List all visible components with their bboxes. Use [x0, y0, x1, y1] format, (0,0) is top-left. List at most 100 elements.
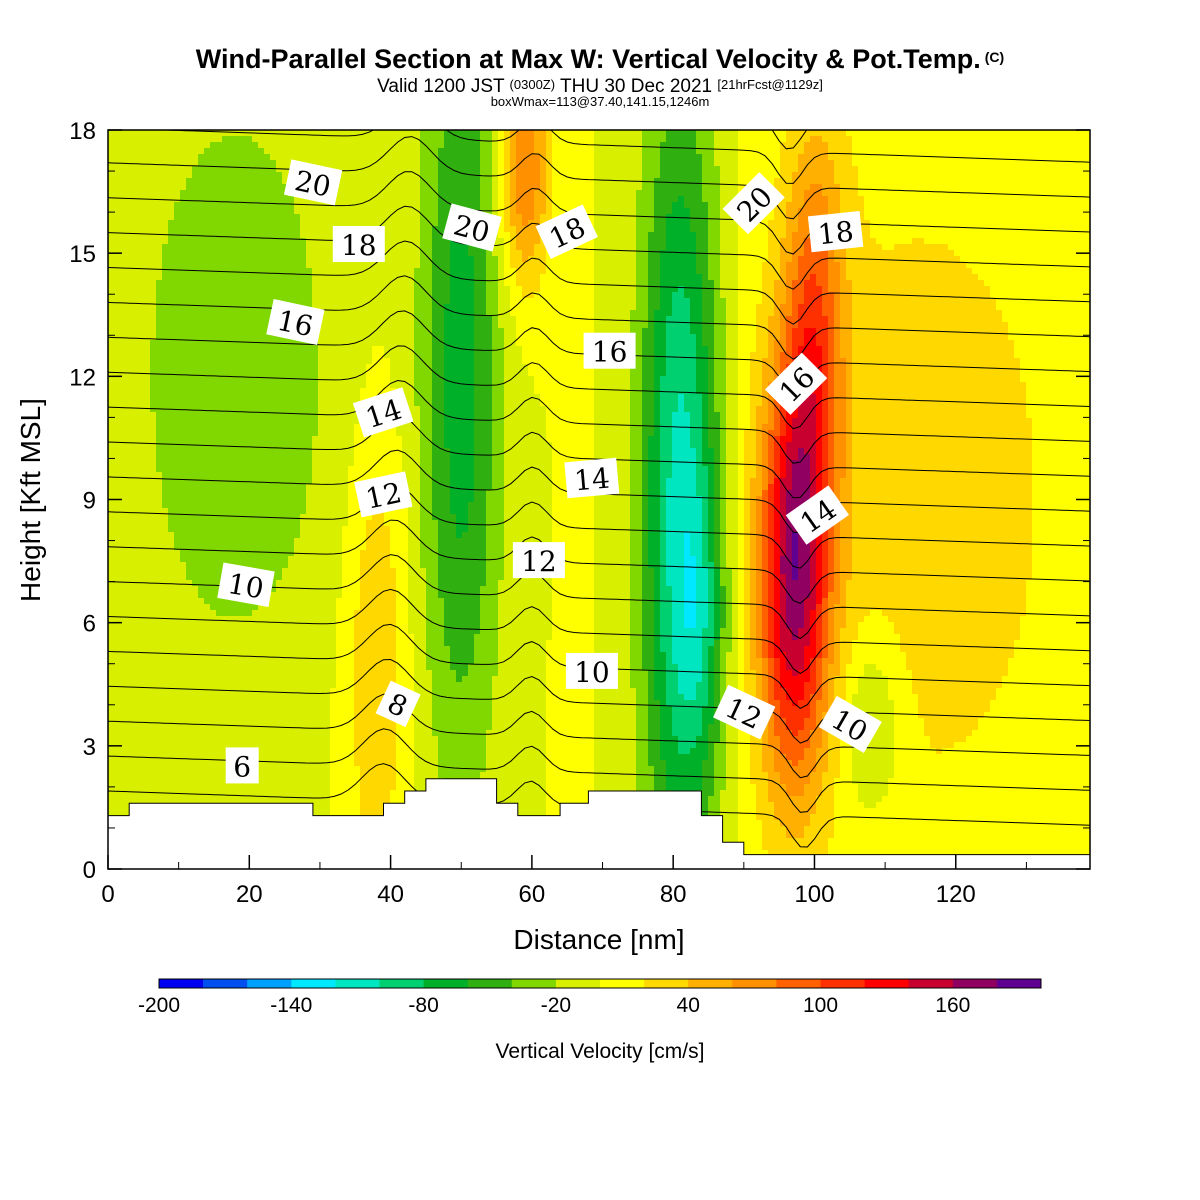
- field-cell: [198, 448, 205, 455]
- field-cell: [162, 670, 169, 677]
- field-cell: [114, 754, 121, 761]
- field-cell: [228, 394, 235, 401]
- field-cell: [294, 430, 301, 437]
- field-cell: [186, 190, 193, 197]
- field-cell: [294, 484, 301, 491]
- field-cell: [222, 700, 229, 707]
- field-cell: [198, 142, 205, 149]
- field-cell: [180, 346, 187, 353]
- field-cell: [288, 418, 295, 425]
- field-cell: [216, 232, 223, 239]
- field-cell: [138, 250, 145, 257]
- field-cell: [294, 574, 301, 581]
- field-cell: [318, 664, 325, 671]
- field-cell: [210, 634, 217, 641]
- field-cell: [324, 628, 331, 635]
- field-cell: [186, 604, 193, 611]
- field-cell: [300, 778, 307, 785]
- field-cell: [108, 586, 115, 593]
- field-cell: [300, 472, 307, 479]
- field-cell: [246, 298, 253, 305]
- field-cell: [162, 454, 169, 461]
- field-cell: [330, 748, 337, 755]
- field-cell: [192, 142, 199, 149]
- field-cell: [258, 610, 265, 617]
- field-cell: [192, 646, 199, 653]
- field-cell: [300, 616, 307, 623]
- field-cell: [330, 436, 337, 443]
- field-cell: [282, 580, 289, 587]
- field-cell: [204, 136, 211, 143]
- field-cell: [216, 370, 223, 377]
- field-cell: [312, 580, 319, 587]
- field-cell: [168, 280, 175, 287]
- field-cell: [342, 634, 349, 641]
- field-cell: [324, 484, 331, 491]
- field-cell: [150, 148, 157, 155]
- field-cell: [282, 142, 289, 149]
- field-cell: [294, 526, 301, 533]
- field-cell: [210, 292, 217, 299]
- field-cell: [216, 352, 223, 359]
- field-cell: [168, 472, 175, 479]
- field-cell: [342, 556, 349, 563]
- field-cell: [114, 280, 121, 287]
- field-cell: [114, 220, 121, 227]
- field-cell: [204, 436, 211, 443]
- field-cell: [114, 430, 121, 437]
- field-cell: [318, 136, 325, 143]
- field-cell: [186, 526, 193, 533]
- field-cell: [168, 448, 175, 455]
- field-cell: [168, 358, 175, 365]
- field-cell: [282, 544, 289, 551]
- field-cell: [144, 472, 151, 479]
- field-cell: [198, 208, 205, 215]
- field-cell: [264, 448, 271, 455]
- field-cell: [156, 538, 163, 545]
- field-cell: [234, 490, 241, 497]
- field-cell: [270, 292, 277, 299]
- field-cell: [264, 220, 271, 227]
- field-cell: [120, 574, 127, 581]
- field-cell: [138, 286, 145, 293]
- field-cell: [318, 148, 325, 155]
- field-cell: [222, 448, 229, 455]
- field-cell: [210, 352, 217, 359]
- field-cell: [210, 676, 217, 683]
- field-cell: [204, 376, 211, 383]
- field-cell: [276, 604, 283, 611]
- field-cell: [282, 436, 289, 443]
- field-cell: [114, 520, 121, 527]
- field-cell: [342, 646, 349, 653]
- field-cell: [174, 622, 181, 629]
- field-cell: [156, 544, 163, 551]
- field-cell: [246, 256, 253, 263]
- field-cell: [186, 712, 193, 719]
- field-cell: [336, 544, 343, 551]
- field-cell: [318, 268, 325, 275]
- field-cell: [288, 502, 295, 509]
- field-cell: [162, 136, 169, 143]
- field-cell: [294, 370, 301, 377]
- field-cell: [144, 778, 151, 785]
- field-cell: [252, 556, 259, 563]
- field-cell: [126, 742, 133, 749]
- field-cell: [342, 166, 349, 173]
- field-cell: [204, 712, 211, 719]
- field-cell: [336, 460, 343, 467]
- field-cell: [108, 574, 115, 581]
- field-cell: [234, 508, 241, 515]
- field-cell: [174, 214, 181, 221]
- field-cell: [132, 460, 139, 467]
- field-cell: [150, 262, 157, 269]
- field-cell: [120, 364, 127, 371]
- field-cell: [234, 604, 241, 611]
- field-cell: [276, 556, 283, 563]
- field-cell: [120, 136, 127, 143]
- field-cell: [282, 730, 289, 737]
- field-cell: [312, 682, 319, 689]
- field-cell: [216, 742, 223, 749]
- field-cell: [294, 418, 301, 425]
- field-cell: [318, 538, 325, 545]
- field-cell: [324, 562, 331, 569]
